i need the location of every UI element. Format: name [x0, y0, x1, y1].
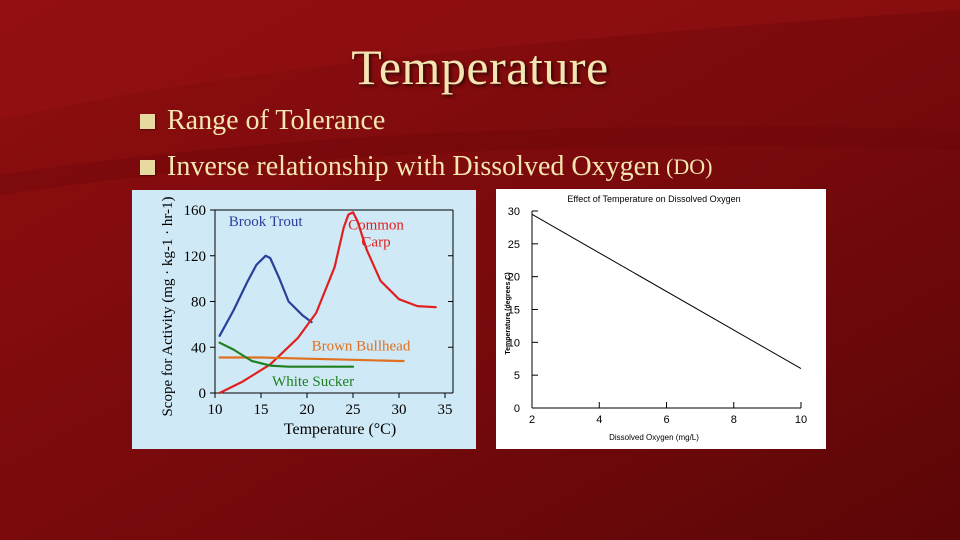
x-tick-label: 4	[596, 414, 602, 426]
y-axis-label: Temperature (degrees C)	[505, 272, 512, 354]
y-tick-label: 25	[508, 239, 520, 251]
y-axis-label: Scope for Activity (mg · kg-1 · hr-1)	[160, 196, 176, 416]
chart-title: Effect of Temperature on Dissolved Oxyge…	[567, 194, 740, 204]
series-label: White Sucker	[272, 374, 354, 390]
series-label-line: Brook Trout	[229, 214, 304, 230]
series-label-line: Brown Bullhead	[312, 339, 411, 355]
y-tick-label: 40	[191, 340, 206, 356]
y-tick-label: 15	[508, 305, 520, 317]
tolerance-chart: 0 40 80 120 160 10 15 20 25 30 35 Temperature (°C) S…	[132, 190, 476, 449]
x-axis-label: Temperature (°C)	[284, 421, 396, 438]
y-tick-label: 0	[199, 386, 207, 402]
x-tick-label: 25	[346, 402, 361, 418]
x-tick-label: 20	[300, 402, 315, 418]
series-line	[531, 213, 802, 370]
series-line	[218, 211, 437, 395]
square-bullet-icon	[140, 113, 155, 129]
bullet-list: Range of Tolerance Inverse relationship …	[140, 98, 712, 190]
x-tick-label: 8	[731, 414, 737, 426]
bullet-item: Range of Tolerance	[140, 98, 712, 144]
x-tick-label: 30	[392, 402, 407, 418]
square-bullet-icon	[140, 159, 155, 175]
series-label-line: Carp	[361, 234, 390, 250]
series-label-line: White Sucker	[272, 374, 354, 390]
y-tick-label: 30	[508, 206, 520, 218]
y-tick-label: 80	[191, 295, 206, 311]
plot-background	[132, 190, 476, 449]
y-tick-label: 10	[508, 337, 520, 349]
oxygen-chart: Effect of Temperature on Dissolved Oxyge…	[496, 189, 826, 449]
series-label: Brown Bullhead	[312, 339, 411, 355]
bullet-text: Range of Tolerance	[167, 105, 386, 136]
y-tick-label: 120	[184, 249, 207, 265]
y-tick-label: 5	[514, 370, 520, 382]
bullet-item: Inverse relationship with Dissolved Oxyg…	[140, 144, 712, 190]
series-label: Common Carp	[348, 217, 404, 250]
bullet-text: Inverse relationship with Dissolved Oxyg…	[167, 151, 661, 182]
series-line	[218, 254, 313, 337]
x-tick-label: 10	[795, 414, 807, 426]
y-tick-label: 20	[508, 272, 520, 284]
bullet-suffix: (DO)	[666, 154, 713, 179]
y-tick-label: 160	[184, 203, 207, 219]
x-tick-label: 2	[529, 414, 535, 426]
x-tick-label: 15	[254, 402, 269, 418]
slide-title: Temperature	[351, 39, 609, 95]
series-label-line: Common	[348, 217, 404, 233]
x-tick-label: 10	[208, 402, 223, 418]
x-tick-label: 6	[663, 414, 669, 426]
series-line	[218, 356, 405, 363]
x-axis-label: Dissolved Oxygen (mg/L)	[609, 433, 699, 442]
y-tick-label: 0	[514, 403, 520, 415]
series-line	[218, 341, 355, 368]
plot-background	[496, 189, 826, 449]
x-tick-label: 35	[438, 402, 453, 418]
series-label: Brook Trout	[229, 214, 304, 230]
